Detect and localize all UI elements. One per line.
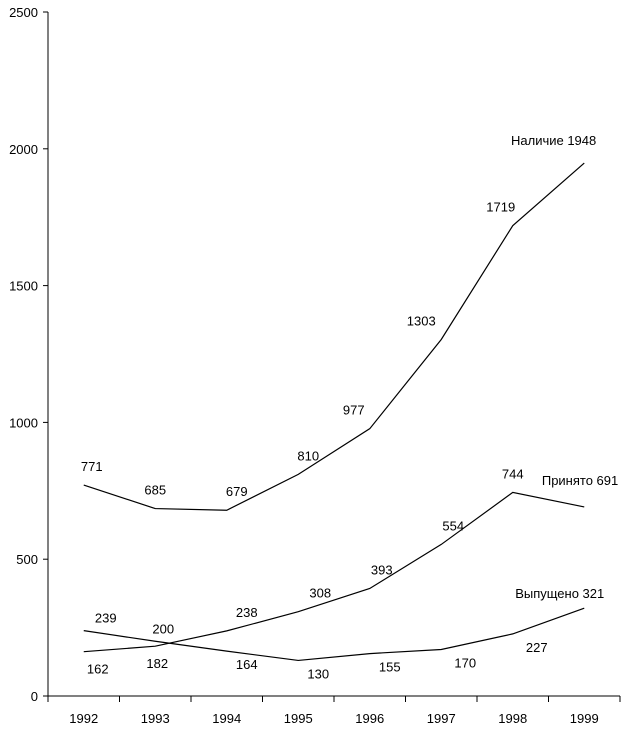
- x-tick-label: 1999: [570, 711, 599, 726]
- y-tick-label: 1000: [9, 415, 38, 430]
- data-label: 554: [442, 518, 464, 533]
- x-tick-label: 1998: [498, 711, 527, 726]
- data-label: 685: [144, 483, 166, 498]
- x-tick-label: 1993: [141, 711, 170, 726]
- series-line-0: [83, 162, 585, 511]
- labels-layer: 771 685 679 810 977 1303 1719 Наличие 1948 162 18…: [81, 133, 618, 681]
- series-name-label: Выпущено 321: [515, 586, 604, 601]
- x-tick-label: 1997: [427, 711, 456, 726]
- data-label: 227: [526, 640, 548, 655]
- series-name-label: Наличие 1948: [511, 133, 596, 148]
- data-label: 679: [226, 484, 248, 499]
- data-label: 200: [152, 621, 174, 636]
- y-tick-label: 2500: [9, 5, 38, 20]
- series-name-label: Принято 691: [542, 473, 618, 488]
- x-tick-label: 1994: [212, 711, 241, 726]
- series-layer: [83, 162, 585, 662]
- data-label: 162: [87, 662, 109, 677]
- data-label: 239: [95, 611, 117, 626]
- data-label: 810: [297, 448, 319, 463]
- data-label: 393: [371, 562, 393, 577]
- data-label: 308: [309, 586, 331, 601]
- data-label: 155: [379, 660, 401, 675]
- y-tick-label: 1500: [9, 279, 38, 294]
- x-tick-label: 1995: [284, 711, 313, 726]
- y-tick-label: 2000: [9, 142, 38, 157]
- data-label: 170: [454, 655, 476, 670]
- data-label: 1719: [486, 200, 515, 215]
- series-line-2: [83, 607, 585, 662]
- x-tick-label: 1992: [69, 711, 98, 726]
- data-label: 977: [343, 403, 365, 418]
- data-label: 744: [502, 466, 524, 481]
- data-label: 130: [307, 666, 329, 681]
- y-tick-label: 0: [31, 689, 38, 704]
- data-label: 182: [146, 656, 168, 671]
- data-label: 164: [236, 657, 258, 672]
- y-tick-label: 500: [16, 552, 38, 567]
- x-tick-label: 1996: [355, 711, 384, 726]
- data-label: 238: [236, 605, 258, 620]
- series-line-1: [83, 491, 585, 653]
- data-label: 771: [81, 459, 103, 474]
- axes: 0 500 1000 1500 2000 2500 1992 1993 1994 1995 1996…: [9, 5, 621, 726]
- data-label: 1303: [407, 313, 436, 328]
